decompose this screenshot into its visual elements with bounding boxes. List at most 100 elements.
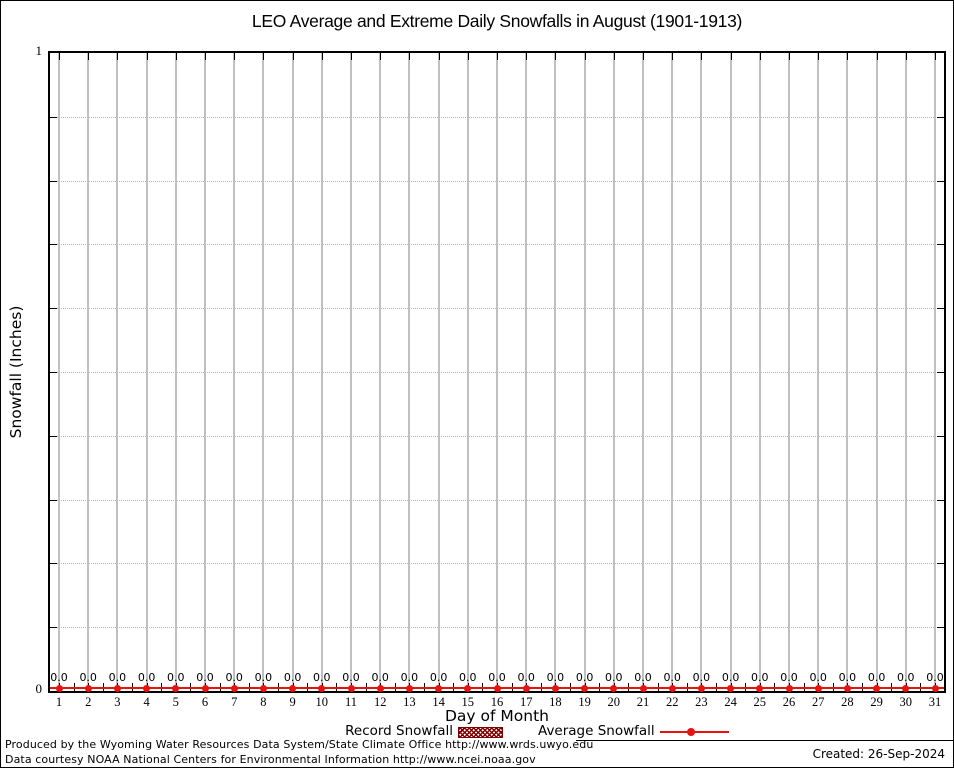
day-gridline	[700, 53, 703, 691]
daily-value-label: 0.0	[283, 671, 302, 684]
daily-value-label: 0.0	[342, 671, 360, 684]
daily-value-label: 0.0	[897, 671, 915, 684]
average-snowfall-point	[230, 684, 238, 692]
average-snowfall-point	[376, 684, 384, 692]
legend-record-snowfall-swatch	[458, 727, 503, 738]
x-major-tick-top	[380, 53, 382, 60]
x-axis-day-label: 9	[289, 695, 296, 709]
footer-produced-by: Produced by the Wyoming Water Resources …	[5, 738, 594, 751]
y-minor-tick-right	[937, 627, 944, 628]
x-axis-day-label: 2	[85, 695, 92, 709]
y-minor-tick-right	[937, 372, 944, 373]
daily-value-label: 0.0	[371, 671, 389, 684]
average-snowfall-point	[785, 684, 793, 692]
daily-value-label: 0.0	[867, 671, 886, 684]
x-axis-day-label: 25	[753, 695, 767, 709]
x-axis-day-label: 27	[811, 695, 825, 709]
y-axis-max-tick-label: 1	[35, 43, 43, 58]
y-minor-tick-right	[937, 436, 944, 437]
day-gridline	[583, 53, 586, 691]
daily-value-label: 0.0	[196, 671, 214, 684]
daily-value-label: 0.0	[546, 671, 565, 684]
x-axis-day-label: 13	[403, 695, 416, 709]
y-minor-tick-left	[50, 308, 57, 309]
average-snowfall-point	[814, 684, 822, 692]
average-snowfall-point	[522, 684, 530, 692]
x-axis-day-label: 8	[260, 695, 267, 709]
x-major-tick-top	[526, 53, 528, 60]
created-date: Created: 26-Sep-2024	[812, 747, 945, 761]
y-minor-tick-right	[937, 500, 944, 501]
daily-value-label: 0.0	[225, 671, 243, 684]
footer-separator-line	[576, 740, 953, 741]
average-snowfall-point	[318, 684, 326, 692]
daily-value-label: 0.0	[605, 671, 623, 684]
x-major-tick-top	[701, 53, 703, 60]
y-minor-tick-left	[50, 627, 57, 628]
daily-value-label: 0.0	[429, 671, 448, 684]
day-gridline	[788, 53, 790, 691]
x-axis-day-label: 4	[143, 695, 150, 709]
x-major-tick-top	[935, 53, 936, 60]
average-snowfall-point	[668, 684, 676, 692]
x-axis-day-label: 16	[490, 695, 504, 709]
x-axis-day-label: 18	[549, 695, 562, 709]
x-major-tick-top	[321, 53, 323, 60]
legend-average-snowfall-label: Average Snowfall	[538, 723, 655, 739]
x-major-tick-top	[351, 53, 352, 60]
day-gridline	[904, 53, 907, 691]
daily-value-label: 0.0	[721, 671, 740, 684]
average-snowfall-point	[405, 684, 413, 692]
y-minor-tick-left	[50, 436, 57, 437]
y-minor-tick-right	[937, 563, 944, 564]
day-gridline	[525, 53, 528, 691]
day-gridline	[934, 53, 936, 691]
average-snowfall-point	[697, 684, 705, 692]
daily-value-label: 0.0	[751, 671, 769, 684]
x-axis-day-label: 24	[724, 695, 737, 709]
daily-value-label: 0.0	[926, 671, 944, 684]
legend-record-snowfall-label: Record Snowfall	[345, 723, 453, 739]
x-major-tick-top	[789, 53, 790, 60]
y-minor-tick-right	[937, 181, 944, 182]
x-axis-day-label: 29	[870, 695, 883, 709]
y-minor-tick-left	[50, 117, 57, 118]
x-axis-tick-labels: 1 2 3 4 5 6 7 8 9 10 11 12 13 14 15 16 17 18 19 20 21 22 23 24 2…	[48, 696, 946, 710]
average-snowfall-point	[55, 684, 63, 692]
x-major-tick-top	[205, 53, 206, 60]
x-major-tick-top	[584, 53, 586, 60]
day-gridline	[233, 53, 236, 691]
daily-value-label: 0.0	[313, 671, 331, 684]
x-major-tick-top	[847, 53, 849, 60]
average-snowfall-point	[581, 684, 589, 692]
x-axis-day-label: 23	[695, 695, 708, 709]
day-gridline	[87, 53, 90, 691]
legend-average-snowfall-line	[660, 728, 729, 736]
average-snowfall-point	[493, 684, 501, 692]
daily-value-label: 0.0	[459, 671, 477, 684]
x-axis-day-label: 20	[607, 695, 621, 709]
x-axis-day-label: 17	[519, 695, 533, 709]
x-major-tick-top	[175, 53, 177, 60]
x-axis-day-label: 26	[782, 695, 796, 709]
x-major-tick-top	[88, 53, 90, 60]
x-major-tick-top	[759, 53, 761, 60]
daily-value-label: 0.0	[663, 671, 681, 684]
y-axis-min-tick-label: 0	[35, 681, 43, 696]
average-snowfall-point	[347, 684, 355, 692]
x-axis-day-label: 19	[578, 695, 591, 709]
chart-title: LEO Average and Extreme Daily Snowfalls …	[251, 11, 743, 31]
x-major-tick-top	[234, 53, 236, 60]
average-snowfall-point	[113, 684, 121, 692]
daily-value-label: 0.0	[634, 671, 652, 684]
x-axis-day-label: 28	[841, 695, 854, 709]
average-snowfall-point	[727, 684, 735, 692]
x-major-tick-top	[818, 53, 820, 60]
x-axis-title: Day of Month	[445, 707, 549, 725]
x-axis-day-label: 10	[315, 695, 329, 709]
day-gridline	[320, 53, 323, 691]
daily-value-label: 0.0	[692, 671, 711, 684]
x-axis-day-label: 12	[373, 695, 387, 709]
average-snowfall-point	[259, 684, 267, 692]
y-minor-tick-left	[50, 244, 57, 245]
